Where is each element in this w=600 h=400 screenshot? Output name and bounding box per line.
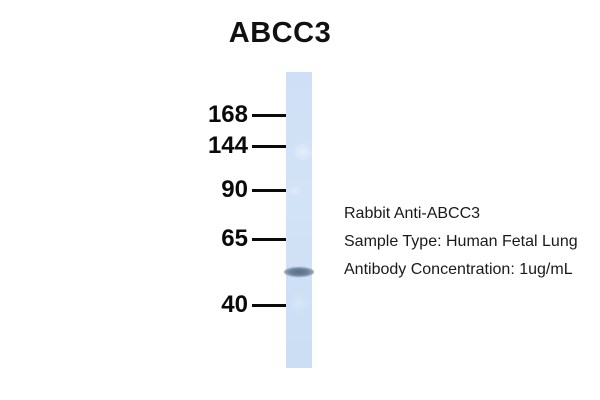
mw-marker-tick-40 bbox=[252, 304, 286, 307]
mw-marker-label-40: 40 bbox=[221, 291, 248, 318]
mw-marker-tick-65 bbox=[252, 238, 286, 241]
annotation-antibody: Rabbit Anti-ABCC3 bbox=[344, 205, 481, 222]
annotation-sample-type: Sample Type: Human Fetal Lung bbox=[344, 233, 578, 250]
blot-lane bbox=[286, 72, 312, 368]
mw-marker-tick-90 bbox=[252, 189, 286, 192]
protein-band bbox=[284, 267, 314, 277]
mw-marker-tick-144 bbox=[252, 145, 286, 148]
figure-title: ABCC3 bbox=[228, 17, 332, 49]
annotation-concentration: Antibody Concentration: 1ug/mL bbox=[344, 261, 573, 278]
mw-marker-label-90: 90 bbox=[221, 176, 248, 203]
mw-marker-label-168: 168 bbox=[207, 101, 248, 128]
mw-marker-label-65: 65 bbox=[221, 225, 248, 252]
mw-marker-label-144: 144 bbox=[207, 132, 248, 159]
annotation-block: Rabbit Anti-ABCC3 Sample Type: Human Fet… bbox=[344, 200, 578, 284]
mw-marker-tick-168 bbox=[252, 114, 286, 117]
